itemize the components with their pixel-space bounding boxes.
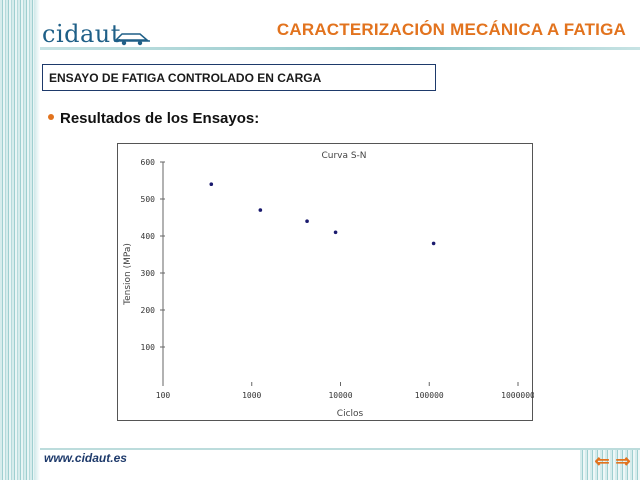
y-tick-label: 400 (141, 232, 156, 241)
chart-ylabel: Tension (MPa) (123, 243, 133, 306)
left-decorative-stripes (0, 0, 34, 480)
y-tick-label: 500 (141, 195, 156, 204)
data-point (258, 208, 263, 212)
car-icon (114, 33, 150, 46)
page-title: CARACTERIZACIÓN MECÁNICA A FATIGA (276, 20, 626, 39)
stripes-fade (34, 0, 40, 480)
data-point (305, 219, 309, 223)
next-button[interactable]: ⇒ (613, 452, 633, 470)
x-tick-label: 10000 (328, 391, 352, 400)
chart-xlabel: Ciclos (337, 409, 364, 419)
data-point (333, 230, 338, 235)
prev-button[interactable]: ⇐ (592, 452, 612, 470)
subtitle-box: ENSAYO DE FATIGA CONTROLADO EN CARGA (42, 64, 436, 91)
x-tick-label: 100000 (415, 391, 444, 400)
data-point (209, 182, 214, 186)
logo-text: cidaut (42, 20, 121, 48)
y-tick-label: 600 (141, 158, 156, 167)
footer-divider (40, 448, 640, 450)
section-heading: Resultados de los Ensayos: (48, 110, 259, 127)
data-point (431, 241, 436, 246)
cidaut-logo: cidaut (42, 20, 162, 54)
y-tick-label: 300 (141, 269, 156, 278)
x-tick-label: 100 (156, 391, 171, 400)
bullet-icon (48, 114, 54, 121)
header-divider (40, 47, 640, 50)
arrow-right-icon: ⇒ (615, 451, 631, 471)
y-tick-label: 200 (141, 306, 156, 315)
x-tick-label: 1000 (242, 391, 261, 400)
chart-svg: Curva S-N Ciclos Tension (MPa) 100 200 300… (123, 151, 534, 419)
footer-url-link[interactable]: www.cidaut.es (44, 451, 127, 465)
y-tick-label: 100 (141, 343, 156, 352)
arrow-left-icon: ⇐ (594, 451, 610, 471)
footer-decorative-stripes (580, 450, 640, 480)
x-tick-label: 1000000 (501, 391, 534, 400)
subtitle-text: ENSAYO DE FATIGA CONTROLADO EN CARGA (49, 71, 322, 85)
section-heading-text: Resultados de los Ensayos: (60, 110, 260, 127)
chart-title: Curva S-N (321, 151, 366, 161)
sn-chart: Curva S-N Ciclos Tension (MPa) 100 200 300… (117, 143, 534, 421)
